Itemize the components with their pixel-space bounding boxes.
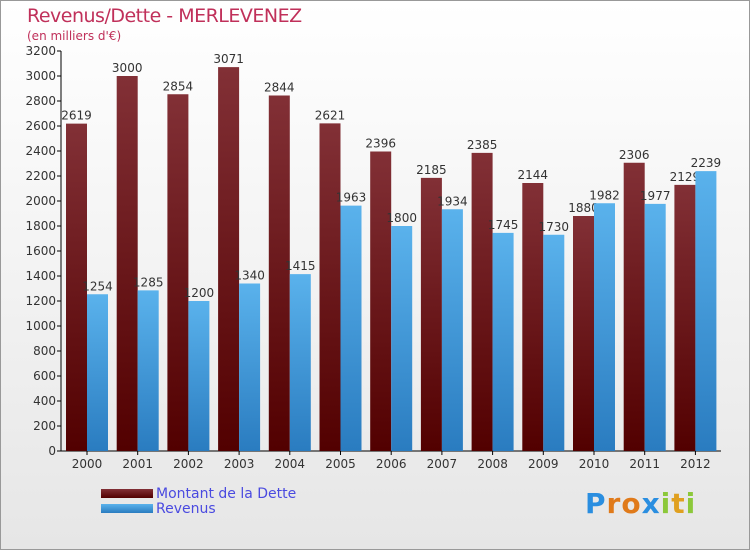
y-tick-label: 1000 [25, 319, 56, 333]
data-label: 1934 [437, 194, 468, 208]
bar-revenus [441, 209, 463, 451]
data-label: 2619 [61, 109, 92, 123]
proxiti-logo: Proxiti [585, 487, 697, 520]
bar-revenus [543, 234, 565, 451]
y-tick-label: 3200 [25, 44, 56, 58]
data-label: 1963 [336, 191, 367, 205]
y-tick-label: 1400 [25, 269, 56, 283]
y-tick-label: 600 [33, 369, 56, 383]
legend-label-dette: Montant de la Dette [156, 486, 297, 502]
bar-revenus [492, 232, 514, 451]
x-tick-label: 2008 [477, 457, 508, 471]
y-tick-label: 400 [33, 394, 56, 408]
y-tick-label: 0 [48, 444, 56, 458]
bar-dette [674, 184, 696, 451]
bar-revenus [239, 283, 261, 451]
data-label: 1415 [285, 259, 316, 273]
data-label: 1982 [589, 188, 620, 202]
x-tick-label: 2004 [275, 457, 306, 471]
data-label: 1880 [568, 201, 599, 215]
y-tick-label: 2000 [25, 194, 56, 208]
x-tick-label: 2006 [376, 457, 407, 471]
y-tick-label: 1200 [25, 294, 56, 308]
data-label: 2621 [315, 108, 346, 122]
bar-revenus [644, 203, 666, 451]
data-label: 1285 [133, 275, 164, 289]
y-tick-label: 200 [33, 419, 56, 433]
data-label: 1745 [488, 218, 519, 232]
bar-revenus [188, 301, 210, 451]
x-tick-label: 2003 [224, 457, 255, 471]
chart-subtitle: (en milliers d'€) [27, 29, 122, 43]
data-label: 1340 [234, 269, 265, 283]
y-tick-label: 3000 [25, 69, 56, 83]
x-tick-label: 2005 [325, 457, 356, 471]
x-tick-label: 2009 [528, 457, 559, 471]
bar-revenus [391, 226, 413, 451]
x-tick-label: 2007 [427, 457, 458, 471]
legend-swatch-dette [101, 489, 153, 498]
bar-dette [218, 67, 240, 451]
bar-dette [268, 95, 290, 451]
data-label: 1977 [640, 189, 671, 203]
bar-revenus [594, 203, 615, 451]
data-label: 1730 [539, 220, 570, 234]
bar-revenus [695, 171, 717, 451]
bar-dette [522, 183, 544, 451]
legend-swatch-revenus [101, 504, 153, 513]
x-tick-label: 2011 [629, 457, 660, 471]
bar-dette [167, 94, 189, 451]
data-label: 2239 [691, 156, 722, 170]
data-label: 3071 [213, 52, 244, 66]
data-label: 2854 [163, 79, 194, 93]
bar-dette [573, 216, 594, 451]
data-label: 1200 [184, 286, 215, 300]
x-tick-label: 2000 [72, 457, 103, 471]
x-tick-label: 2010 [579, 457, 610, 471]
y-tick-label: 2600 [25, 119, 56, 133]
data-label: 2396 [365, 137, 396, 151]
x-tick-label: 2001 [122, 457, 153, 471]
y-tick-label: 1600 [25, 244, 56, 258]
bar-revenus [137, 290, 159, 451]
y-tick-label: 800 [33, 344, 56, 358]
bar-dette [420, 177, 442, 451]
x-tick-label: 2012 [680, 457, 711, 471]
legend-swatches [101, 489, 153, 513]
bar-revenus [87, 294, 108, 451]
data-label: 2306 [619, 148, 650, 162]
data-label: 2129 [670, 170, 701, 184]
bar-revenus [340, 205, 362, 451]
data-label: 2185 [416, 163, 447, 177]
bar-dette [370, 151, 392, 451]
data-label: 1254 [82, 279, 113, 293]
data-label: 1800 [386, 211, 417, 225]
y-tick-label: 1800 [25, 219, 56, 233]
bar-dette [116, 76, 138, 451]
x-tick-label: 2002 [173, 457, 204, 471]
data-label: 2385 [467, 138, 498, 152]
y-tick-label: 2800 [25, 94, 56, 108]
bar-dette [66, 123, 87, 451]
bar-dette [319, 123, 341, 451]
y-tick-label: 2400 [25, 144, 56, 158]
bar-dette [623, 162, 645, 451]
chart-title: Revenus/Dette - MERLEVENEZ [27, 5, 302, 27]
data-label: 2844 [264, 81, 295, 95]
legend-label-revenus: Revenus [156, 501, 216, 517]
bar-revenus [289, 274, 311, 451]
data-label: 2144 [518, 168, 549, 182]
y-tick-label: 2200 [25, 169, 56, 183]
data-label: 3000 [112, 61, 143, 75]
bar-dette [471, 152, 493, 451]
